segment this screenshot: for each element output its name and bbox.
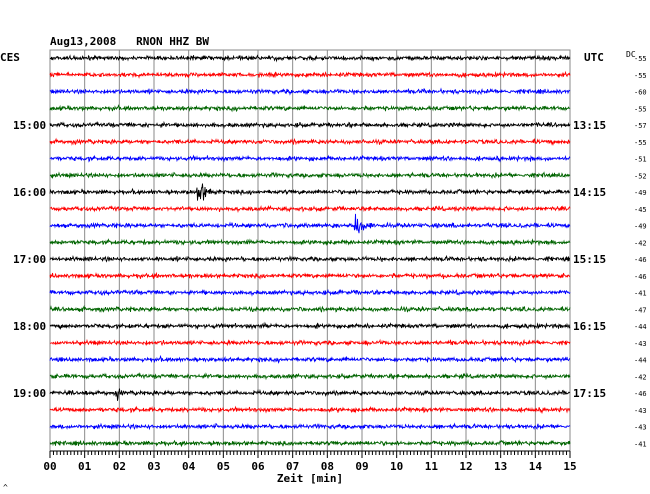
trace-row — [49, 137, 571, 146]
x-tick-label: 14 — [529, 460, 543, 473]
dc-offset-label: -43 — [634, 407, 647, 415]
dc-offset-label: -55 — [634, 72, 647, 80]
grid — [49, 49, 571, 452]
dc-offset-label: -55 — [634, 139, 647, 147]
trace-row — [49, 422, 571, 431]
dc-offset-label: -44 — [634, 323, 647, 331]
x-tick-label: 08 — [321, 460, 334, 473]
dc-offset-label: -52 — [634, 172, 647, 180]
trace-row — [49, 238, 571, 247]
right-time-label: 17:15 — [573, 387, 606, 400]
x-tick-label: 06 — [251, 460, 265, 473]
trace-row — [49, 120, 571, 129]
x-tick-label: 03 — [147, 460, 160, 473]
left-hour-label: 15:00 — [13, 119, 46, 132]
right-time-label: 16:15 — [573, 320, 606, 333]
dc-offset-label: -46 — [634, 256, 647, 264]
left-hour-label: 16:00 — [13, 186, 46, 199]
trace-row — [49, 354, 571, 364]
x-tick-label: 05 — [217, 460, 230, 473]
left-hour-label: 18:00 — [13, 320, 46, 333]
x-tick-label: 12 — [459, 460, 472, 473]
x-axis-label: Zeit [min] — [277, 472, 343, 485]
x-axis: -55 -55 -60 -55 -57 -55 -51 -52 -49 -45 -49 -42 -46 -… — [13, 55, 647, 473]
x-tick-label: 07 — [286, 460, 299, 473]
dc-offset-label: -49 — [634, 189, 647, 197]
plot-frame — [49, 49, 571, 452]
trace-row — [49, 183, 571, 201]
right-axis-label: UTC — [584, 51, 604, 64]
dc-offset-label: -55 — [634, 55, 647, 63]
dc-offset-label: -45 — [634, 206, 647, 214]
trace-row — [49, 104, 571, 113]
x-tick-label: 10 — [390, 460, 403, 473]
left-axis-label: CES — [0, 51, 20, 64]
trace-row — [49, 321, 571, 331]
x-tick-label: 02 — [113, 460, 126, 473]
x-tick-label: 11 — [425, 460, 439, 473]
trace-row — [49, 204, 571, 213]
corner-mark: ^ — [3, 483, 8, 492]
trace-row — [49, 372, 571, 381]
trace-row — [49, 288, 571, 297]
trace-row — [49, 271, 571, 281]
x-tick-label: 15 — [563, 460, 576, 473]
x-tick-label: 00 — [43, 460, 56, 473]
dc-offset-label: -60 — [634, 89, 647, 97]
trace-row — [49, 254, 571, 263]
x-tick-label: 09 — [355, 460, 368, 473]
chart-title: Aug13,2008 RNON HHZ BW — [50, 35, 209, 48]
dc-offset-label: -51 — [634, 156, 647, 164]
trace-row — [49, 439, 571, 447]
x-tick-label: 01 — [78, 460, 92, 473]
trace-row — [49, 87, 571, 96]
dc-offset-label: -42 — [634, 373, 647, 381]
trace-row — [49, 54, 571, 63]
trace-row — [49, 154, 571, 163]
right-time-label: 15:15 — [573, 253, 606, 266]
left-hour-label: 19:00 — [13, 387, 46, 400]
left-hour-label: 17:00 — [13, 253, 46, 266]
right-time-label: 14:15 — [573, 186, 606, 199]
dc-offset-label: -46 — [634, 390, 647, 398]
dc-offset-label: -57 — [634, 122, 647, 130]
trace-row — [49, 213, 571, 234]
dc-offset-label: -46 — [634, 273, 647, 281]
x-tick-label: 13 — [494, 460, 507, 473]
dc-offset-label: -41 — [634, 440, 647, 448]
dc-label: DC — [626, 50, 636, 59]
trace-row — [49, 70, 571, 79]
trace-row — [49, 171, 571, 180]
dc-offset-label: -42 — [634, 239, 647, 247]
trace-row — [49, 405, 571, 415]
dc-offset-label: -47 — [634, 306, 647, 314]
trace-row — [49, 338, 571, 347]
trace-row — [49, 388, 571, 401]
dc-offset-label: -43 — [634, 424, 647, 432]
dc-offset-label: -55 — [634, 105, 647, 113]
dc-offset-label: -44 — [634, 357, 647, 365]
right-time-label: 13:15 — [573, 119, 606, 132]
dc-offset-label: -49 — [634, 223, 647, 231]
trace-row — [49, 305, 571, 313]
dc-offset-label: -43 — [634, 340, 647, 348]
dc-offset-label: -41 — [634, 290, 647, 298]
traces — [49, 54, 571, 447]
x-tick-label: 04 — [182, 460, 196, 473]
